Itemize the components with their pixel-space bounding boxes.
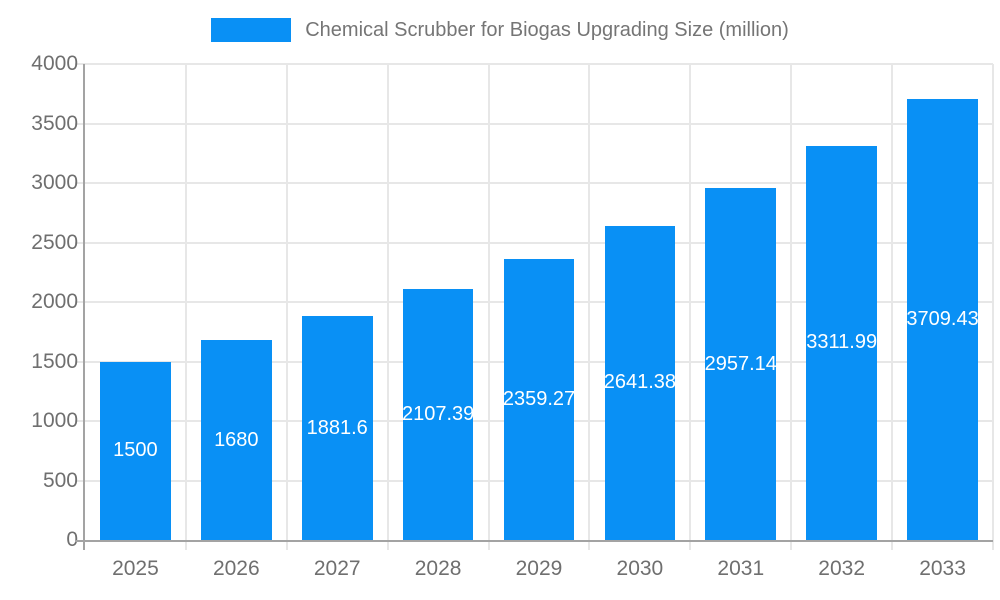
y-axis-line	[83, 64, 85, 550]
bar-value-label: 1881.6	[306, 416, 368, 439]
y-tick-label: 1500	[31, 349, 78, 373]
v-gridline	[184, 64, 187, 550]
bar: 3311.99	[806, 145, 877, 540]
bar: 1881.6	[301, 316, 373, 540]
x-tick-label: 2031	[717, 557, 765, 580]
h-gridline	[75, 122, 993, 125]
bar-value-label: 1680	[214, 428, 259, 451]
v-gridline	[689, 64, 692, 550]
bar: 1500	[100, 361, 171, 540]
v-gridline	[790, 64, 793, 550]
x-tick-label: 2029	[515, 557, 563, 580]
x-tick-label: 2032	[818, 557, 866, 580]
bar-value-label: 3709.43	[907, 307, 978, 330]
x-tick-label: 2027	[313, 557, 361, 580]
bar-value-label: 1500	[113, 439, 158, 462]
bar: 2359.27	[503, 259, 575, 540]
y-tick-label: 500	[42, 468, 78, 492]
bar-value-label: 2359.27	[503, 388, 575, 411]
legend-label: Chemical Scrubber for Biogas Upgrading S…	[305, 18, 789, 41]
y-tick-label: 3500	[31, 111, 78, 135]
h-gridline	[75, 241, 993, 244]
v-gridline	[992, 64, 994, 550]
x-axis-line	[75, 540, 993, 542]
h-gridline	[75, 182, 993, 184]
v-gridline	[285, 64, 288, 550]
y-tick-label: 1000	[31, 409, 78, 432]
v-gridline	[891, 64, 894, 550]
bar-value-label: 2107.39	[402, 403, 474, 426]
y-tick-label: 4000	[31, 52, 78, 75]
v-gridline	[386, 64, 389, 550]
bar: 3709.43	[907, 98, 978, 540]
bar: 1680	[201, 340, 272, 540]
bar-value-label: 2957.14	[705, 352, 777, 375]
bar-value-label: 3311.99	[806, 331, 877, 354]
legend: Chemical Scrubber for Biogas Upgrading S…	[0, 18, 1000, 42]
bar-value-label: 2641.38	[604, 371, 676, 394]
v-gridline	[588, 64, 591, 550]
h-gridline	[75, 63, 993, 65]
x-tick-label: 2033	[919, 557, 966, 580]
bar: 2957.14	[705, 188, 777, 540]
plot-area: 0 500 1000 1500 2000 2500 3000 3500 4000 1500 2025…	[31, 52, 994, 580]
y-tick-label: 2000	[31, 290, 78, 313]
legend-swatch	[211, 18, 292, 42]
y-tick-label: 3000	[31, 171, 78, 194]
bar: 2107.39	[402, 289, 474, 540]
v-gridline	[487, 64, 490, 550]
y-tick-label: 2500	[31, 230, 78, 254]
x-tick-label: 2026	[212, 557, 260, 580]
x-tick-label: 2025	[112, 557, 159, 580]
y-tick-label: 0	[66, 528, 78, 551]
x-tick-label: 2030	[616, 557, 664, 580]
x-tick-label: 2028	[414, 557, 462, 580]
bar: 2641.38	[604, 225, 676, 540]
